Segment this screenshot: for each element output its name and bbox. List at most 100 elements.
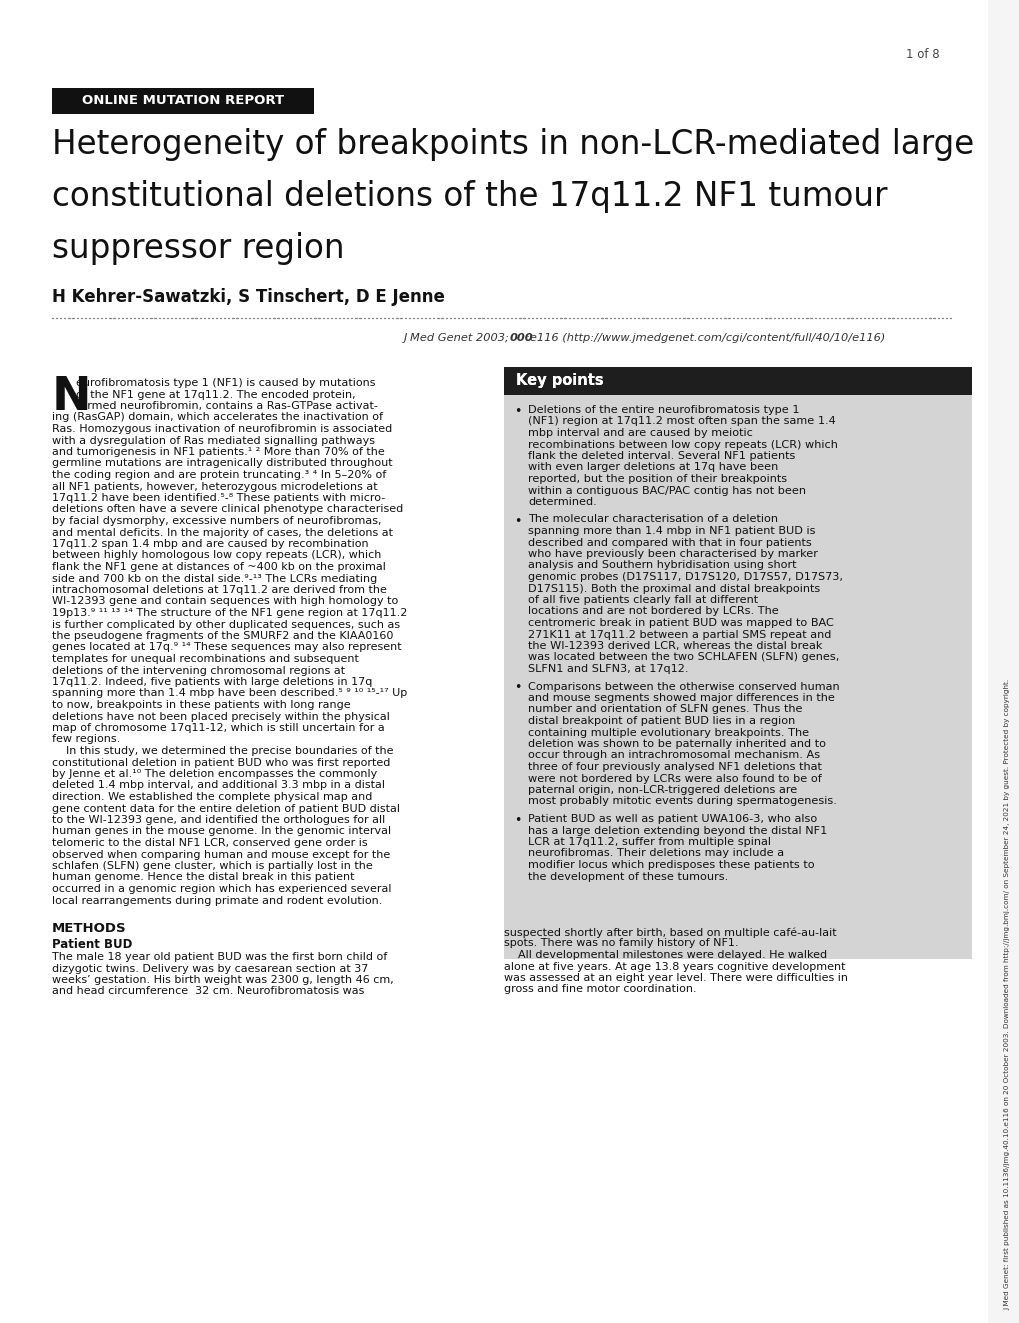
Text: were not bordered by LCRs were also found to be of: were not bordered by LCRs were also foun… xyxy=(528,774,821,783)
Text: 1 of 8: 1 of 8 xyxy=(906,48,940,61)
Text: occurred in a genomic region which has experienced several: occurred in a genomic region which has e… xyxy=(52,884,391,894)
Text: and head circumference  32 cm. Neurofibromatosis was: and head circumference 32 cm. Neurofibro… xyxy=(52,987,364,996)
Text: occur through an intrachromosomal mechanism. As: occur through an intrachromosomal mechan… xyxy=(528,750,819,761)
Text: the pseudogene fragments of the SMURF2 and the KIAA0160: the pseudogene fragments of the SMURF2 a… xyxy=(52,631,393,642)
Text: spanning more than 1.4 mbp have been described.⁵ ⁹ ¹⁰ ¹⁵-¹⁷ Up: spanning more than 1.4 mbp have been des… xyxy=(52,688,407,699)
Text: termed neurofibromin, contains a Ras-GTPase activat-: termed neurofibromin, contains a Ras-GTP… xyxy=(76,401,377,411)
Text: who have previously been characterised by marker: who have previously been characterised b… xyxy=(528,549,817,560)
Text: of all five patients clearly fall at different: of all five patients clearly fall at dif… xyxy=(528,595,757,605)
Text: spanning more than 1.4 mbp in NF1 patient BUD is: spanning more than 1.4 mbp in NF1 patien… xyxy=(528,527,815,536)
Text: containing multiple evolutionary breakpoints. The: containing multiple evolutionary breakpo… xyxy=(528,728,808,737)
Text: map of chromosome 17q11-12, which is still uncertain for a: map of chromosome 17q11-12, which is sti… xyxy=(52,722,384,733)
FancyBboxPatch shape xyxy=(503,366,971,959)
Text: D17S115). Both the proximal and distal breakpoints: D17S115). Both the proximal and distal b… xyxy=(528,583,819,594)
Text: intrachomosomal deletions at 17q11.2 are derived from the: intrachomosomal deletions at 17q11.2 are… xyxy=(52,585,386,595)
Text: by Jenne et al.¹⁰ The deletion encompasses the commonly: by Jenne et al.¹⁰ The deletion encompass… xyxy=(52,769,377,779)
Text: to now, breakpoints in these patients with long range: to now, breakpoints in these patients wi… xyxy=(52,700,351,710)
Text: METHODS: METHODS xyxy=(52,922,126,935)
Text: templates for unequal recombinations and subsequent: templates for unequal recombinations and… xyxy=(52,654,359,664)
Text: most probably mitotic events during spermatogenesis.: most probably mitotic events during sper… xyxy=(528,796,836,807)
FancyBboxPatch shape xyxy=(503,366,971,897)
FancyBboxPatch shape xyxy=(503,366,971,396)
Text: locations and are not bordered by LCRs. The: locations and are not bordered by LCRs. … xyxy=(528,606,777,617)
Text: distal breakpoint of patient BUD lies in a region: distal breakpoint of patient BUD lies in… xyxy=(528,716,795,726)
Text: alone at five years. At age 13.8 years cognitive development: alone at five years. At age 13.8 years c… xyxy=(503,962,845,971)
Text: constitutional deletions of the 17q11.2 NF1 tumour: constitutional deletions of the 17q11.2 … xyxy=(52,180,887,213)
Text: Patient BUD as well as patient UWA106-3, who also: Patient BUD as well as patient UWA106-3,… xyxy=(528,814,816,824)
Text: constitutional deletion in patient BUD who was first reported: constitutional deletion in patient BUD w… xyxy=(52,758,390,767)
Text: All developmental milestones were delayed. He walked: All developmental milestones were delaye… xyxy=(503,950,826,960)
Text: 17q11.2. Indeed, five patients with large deletions in 17q: 17q11.2. Indeed, five patients with larg… xyxy=(52,677,372,687)
Text: flank the NF1 gene at distances of ~400 kb on the proximal: flank the NF1 gene at distances of ~400 … xyxy=(52,562,385,572)
Text: centromeric break in patient BUD was mapped to BAC: centromeric break in patient BUD was map… xyxy=(528,618,834,628)
Text: Ras. Homozygous inactivation of neurofibromin is associated: Ras. Homozygous inactivation of neurofib… xyxy=(52,423,392,434)
Text: within a contiguous BAC/PAC contig has not been: within a contiguous BAC/PAC contig has n… xyxy=(528,486,805,496)
Text: the WI-12393 derived LCR, whereas the distal break: the WI-12393 derived LCR, whereas the di… xyxy=(528,642,821,651)
Text: 271K11 at 17q11.2 between a partial SMS repeat and: 271K11 at 17q11.2 between a partial SMS … xyxy=(528,630,830,639)
Text: gene content data for the entire deletion of patient BUD distal: gene content data for the entire deletio… xyxy=(52,803,399,814)
Text: Heterogeneity of breakpoints in non-LCR-mediated large: Heterogeneity of breakpoints in non-LCR-… xyxy=(52,128,973,161)
Text: observed when comparing human and mouse except for the: observed when comparing human and mouse … xyxy=(52,849,390,860)
Text: deletions have not been placed precisely within the physical: deletions have not been placed precisely… xyxy=(52,712,389,721)
Text: The molecular characterisation of a deletion: The molecular characterisation of a dele… xyxy=(528,515,777,524)
Text: eurofibromatosis type 1 (NF1) is caused by mutations: eurofibromatosis type 1 (NF1) is caused … xyxy=(76,378,375,388)
Text: ONLINE MUTATION REPORT: ONLINE MUTATION REPORT xyxy=(82,94,283,107)
Text: LCR at 17q11.2, suffer from multiple spinal: LCR at 17q11.2, suffer from multiple spi… xyxy=(528,837,770,847)
Text: and mental deficits. In the majority of cases, the deletions at: and mental deficits. In the majority of … xyxy=(52,528,392,537)
Text: determined.: determined. xyxy=(528,497,596,507)
FancyBboxPatch shape xyxy=(52,89,314,114)
Text: In this study, we determined the precise boundaries of the: In this study, we determined the precise… xyxy=(52,746,393,755)
Text: recombinations between low copy repeats (LCR) which: recombinations between low copy repeats … xyxy=(528,439,837,450)
Text: was assessed at an eight year level. There were difficulties in: was assessed at an eight year level. The… xyxy=(503,972,847,983)
Text: Deletions of the entire neurofibromatosis type 1: Deletions of the entire neurofibromatosi… xyxy=(528,405,799,415)
Text: described and compared with that in four patients: described and compared with that in four… xyxy=(528,537,811,548)
Text: local rearrangements during primate and rodent evolution.: local rearrangements during primate and … xyxy=(52,896,382,905)
Text: has a large deletion extending beyond the distal NF1: has a large deletion extending beyond th… xyxy=(528,826,826,836)
Text: The male 18 year old patient BUD was the first born child of: The male 18 year old patient BUD was the… xyxy=(52,953,387,962)
Text: Patient BUD: Patient BUD xyxy=(52,938,132,951)
Text: human genes in the mouse genome. In the genomic interval: human genes in the mouse genome. In the … xyxy=(52,827,390,836)
Text: deletion was shown to be paternally inherited and to: deletion was shown to be paternally inhe… xyxy=(528,740,825,749)
Text: deletions of the intervening chromosomal regions at: deletions of the intervening chromosomal… xyxy=(52,665,344,676)
Text: 19p13.⁹ ¹¹ ¹³ ¹⁴ The structure of the NF1 gene region at 17q11.2: 19p13.⁹ ¹¹ ¹³ ¹⁴ The structure of the NF… xyxy=(52,609,407,618)
Text: weeks’ gestation. His birth weight was 2300 g, length 46 cm,: weeks’ gestation. His birth weight was 2… xyxy=(52,975,393,986)
Text: germline mutations are intragenically distributed throughout: germline mutations are intragenically di… xyxy=(52,459,392,468)
Text: the development of these tumours.: the development of these tumours. xyxy=(528,872,728,881)
Text: between highly homologous low copy repeats (LCR), which: between highly homologous low copy repea… xyxy=(52,550,381,561)
Text: and tumorigenesis in NF1 patients.¹ ² More than 70% of the: and tumorigenesis in NF1 patients.¹ ² Mo… xyxy=(52,447,384,456)
Text: modifier locus which predisposes these patients to: modifier locus which predisposes these p… xyxy=(528,860,814,871)
Text: neurofibromas. Their deletions may include a: neurofibromas. Their deletions may inclu… xyxy=(528,848,784,859)
Text: of the NF1 gene at 17q11.2. The encoded protein,: of the NF1 gene at 17q11.2. The encoded … xyxy=(76,389,356,400)
Text: with even larger deletions at 17q have been: with even larger deletions at 17q have b… xyxy=(528,463,777,472)
Text: Comparisons between the otherwise conserved human: Comparisons between the otherwise conser… xyxy=(528,681,839,692)
Text: deleted 1.4 mbp interval, and additional 3.3 mbp in a distal: deleted 1.4 mbp interval, and additional… xyxy=(52,781,384,791)
Text: genes located at 17q.⁹ ¹⁴ These sequences may also represent: genes located at 17q.⁹ ¹⁴ These sequence… xyxy=(52,643,401,652)
Text: J Med Genet 2003;: J Med Genet 2003; xyxy=(404,333,510,343)
Text: to the WI-12393 gene, and identified the orthologues for all: to the WI-12393 gene, and identified the… xyxy=(52,815,385,826)
Text: N: N xyxy=(52,374,92,419)
Text: WI-12393 gene and contain sequences with high homology to: WI-12393 gene and contain sequences with… xyxy=(52,597,397,606)
Text: SLFN1 and SLFN3, at 17q12.: SLFN1 and SLFN3, at 17q12. xyxy=(528,664,688,673)
Text: deletions often have a severe clinical phenotype characterised: deletions often have a severe clinical p… xyxy=(52,504,403,515)
Text: ing (RasGAP) domain, which accelerates the inactivation of: ing (RasGAP) domain, which accelerates t… xyxy=(52,413,382,422)
Text: J Med Genet: first published as 10.1136/jmg.40.10.e116 on 20 October 2003. Downl: J Med Genet: first published as 10.1136/… xyxy=(1003,679,1009,1310)
Text: (NF1) region at 17q11.2 most often span the same 1.4: (NF1) region at 17q11.2 most often span … xyxy=(528,417,835,426)
Text: •: • xyxy=(514,681,521,695)
Text: •: • xyxy=(514,814,521,827)
Text: all NF1 patients, however, heterozygous microdeletions at: all NF1 patients, however, heterozygous … xyxy=(52,482,377,492)
Text: H Kehrer-Sawatzki, S Tinschert, D E Jenne: H Kehrer-Sawatzki, S Tinschert, D E Jenn… xyxy=(52,288,444,306)
Text: by facial dysmorphy, excessive numbers of neurofibromas,: by facial dysmorphy, excessive numbers o… xyxy=(52,516,381,527)
Text: three of four previously analysed NF1 deletions that: three of four previously analysed NF1 de… xyxy=(528,762,821,773)
Text: direction. We established the complete physical map and: direction. We established the complete p… xyxy=(52,792,372,802)
Text: number and orientation of SLFN genes. Thus the: number and orientation of SLFN genes. Th… xyxy=(528,705,802,714)
Text: Key points: Key points xyxy=(516,373,603,389)
Text: reported, but the position of their breakpoints: reported, but the position of their brea… xyxy=(528,474,787,484)
Text: human genome. Hence the distal break in this patient: human genome. Hence the distal break in … xyxy=(52,872,355,882)
Text: mbp interval and are caused by meiotic: mbp interval and are caused by meiotic xyxy=(528,429,752,438)
Text: analysis and Southern hybridisation using short: analysis and Southern hybridisation usin… xyxy=(528,561,796,570)
Text: 17q11.2 have been identified.⁵-⁸ These patients with micro-: 17q11.2 have been identified.⁵-⁸ These p… xyxy=(52,493,385,503)
Text: :e116 (http://www.jmedgenet.com/cgi/content/full/40/10/e116): :e116 (http://www.jmedgenet.com/cgi/cont… xyxy=(526,333,884,343)
Text: with a dysregulation of Ras mediated signalling pathways: with a dysregulation of Ras mediated sig… xyxy=(52,435,375,446)
Text: the coding region and are protein truncating.³ ⁴ In 5–20% of: the coding region and are protein trunca… xyxy=(52,470,386,480)
Text: Key points: Key points xyxy=(516,373,603,389)
